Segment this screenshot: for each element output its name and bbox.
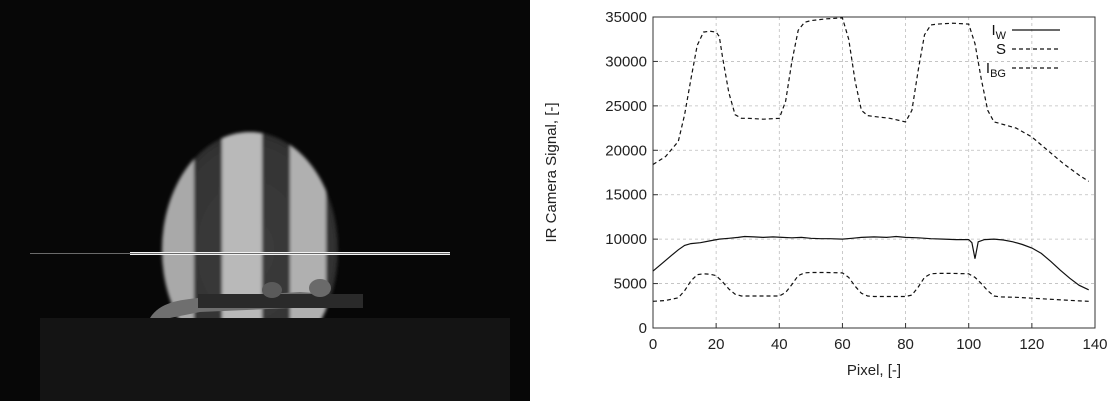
- x-tick-label: 0: [649, 336, 657, 353]
- x-tick-label: 120: [1019, 336, 1044, 353]
- clamp-knob: [309, 279, 331, 297]
- legend: IWS IBG: [986, 22, 1060, 80]
- ir-camera-image: [0, 0, 530, 401]
- legend-ibg-label: IBG: [986, 60, 1006, 80]
- x-tick-label: 20: [708, 336, 725, 353]
- tick-labels: 0 20 40 60 80 100 120 140 0 5000 10000 15000 20000 25…: [605, 9, 1107, 353]
- x-tick-label: 40: [771, 336, 788, 353]
- x-tick-label: 80: [897, 336, 914, 353]
- clamp-knob: [262, 282, 282, 298]
- plot-frame: [652, 16, 1096, 329]
- y-tick-label: 35000: [605, 9, 647, 26]
- series-ibg-line: [652, 271, 1089, 302]
- base-block: [40, 318, 510, 401]
- y-axis-label: IR Camera Signal, [-]: [543, 102, 560, 242]
- x-axis-label: Pixel, [-]: [847, 362, 901, 379]
- series-group: [652, 17, 1090, 302]
- series-iw-line: [652, 235, 1089, 291]
- y-tick-label: 5000: [614, 276, 647, 293]
- x-tick-label: 140: [1082, 336, 1107, 353]
- y-tick-label: 10000: [605, 231, 647, 248]
- mount-plate: [198, 294, 363, 308]
- x-tick-label: 100: [956, 336, 981, 353]
- ir-signal-chart: 0 20 40 60 80 100 120 140 0 5000 10000 15000 20000 25…: [543, 9, 1108, 379]
- x-tick-label: 60: [834, 336, 851, 353]
- y-tick-label: 15000: [605, 187, 647, 204]
- legend-iw-label: IW: [991, 22, 1006, 42]
- y-tick-label: 30000: [605, 53, 647, 70]
- y-tick-label: 0: [639, 320, 647, 337]
- reflection-glow: [30, 253, 450, 254]
- series-s-line: [652, 17, 1090, 182]
- y-tick-label: 20000: [605, 142, 647, 159]
- grid: [652, 16, 1096, 329]
- legend-s-label: S: [996, 41, 1006, 58]
- y-tick-label: 25000: [605, 98, 647, 115]
